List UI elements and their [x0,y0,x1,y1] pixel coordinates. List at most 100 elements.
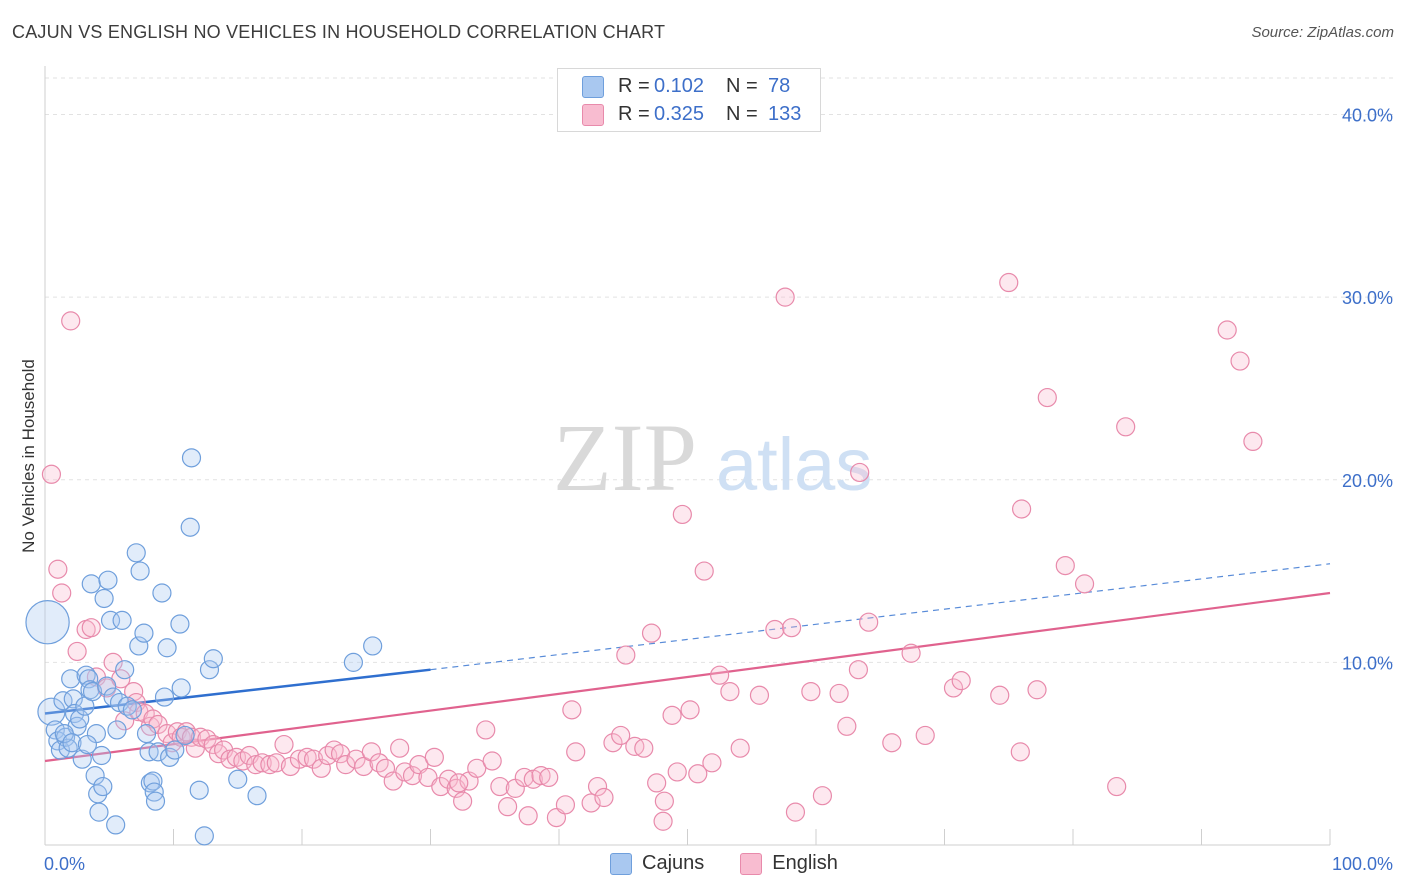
english-point [297,747,317,767]
legend-item-english[interactable]: English [740,852,838,875]
cajuns-point [25,600,70,645]
english-point [801,681,821,702]
cajuns-point [72,749,92,769]
cajuns-point [130,561,150,581]
n-label: N = [726,103,758,125]
english-point [901,643,921,663]
english-point [587,776,608,797]
english-point [1010,742,1030,762]
english-point [848,660,869,680]
english-point [41,464,62,484]
english-point [837,716,857,736]
y-tick-label: 10.0% [1342,653,1393,673]
cajuns-point [165,740,185,760]
english-point [915,725,935,746]
english-point [476,720,496,740]
cajuns-swatch [610,852,632,875]
english-point [775,287,795,307]
english-point [616,645,636,665]
chart-title: CAJUN VS ENGLISH NO VEHICLES IN HOUSEHOL… [12,22,666,42]
english-point [518,806,538,826]
n-value: 78 [768,75,791,97]
english-point [1074,574,1095,594]
english-point [850,462,870,483]
english-point [482,751,502,771]
source-label: Source: ZipAtlas.com [1251,24,1394,41]
cajuns-point [100,610,121,630]
english-point [81,618,101,638]
cajuns-point [76,665,96,685]
english-point [539,767,559,788]
cajuns-point [63,689,83,709]
english-point [490,776,510,797]
english-point [634,738,654,758]
cajuns-point [154,687,175,707]
english-point [1011,499,1032,519]
cajuns-point [122,700,142,720]
english-point [402,766,423,786]
english-point [667,762,687,782]
english-point [594,787,614,808]
cajuns-trend-extension [430,563,1331,671]
cajuns-point [199,660,220,680]
english-point [453,791,473,811]
english-point [431,776,451,797]
r-label: R = [618,103,650,125]
english-point [203,734,223,755]
english-point [467,758,487,778]
english-point [882,733,902,753]
legend-label-cajuns: Cajuns [642,852,705,874]
english-point [662,705,682,725]
english-point [765,619,785,640]
x-tick-label: 0.0% [44,854,85,874]
english-point [1037,387,1057,408]
english-point [346,749,366,769]
english-point [1230,351,1250,371]
cajuns-swatch [582,75,604,98]
english-point [566,742,586,762]
english-point [702,753,722,773]
english-point [1107,776,1127,797]
cajuns-point [363,636,383,656]
cajuns-point [228,769,248,789]
english-point [603,733,623,753]
r-label: R = [618,75,650,97]
english-point [52,583,72,603]
cajuns-point [129,636,149,656]
cajuns-point [181,448,202,468]
english-point [730,738,750,758]
cajuns-point [97,676,117,696]
english-point [555,795,576,815]
cajuns-point [85,766,105,786]
english-point [680,700,700,720]
english-point [781,618,802,638]
cajuns-point [81,574,101,594]
english-swatch [582,103,604,126]
cajuns-point [157,638,177,658]
cajuns-point [50,740,71,760]
english-point [785,802,806,822]
english-point [999,272,1019,293]
cajuns-point [247,786,267,806]
english-point [641,623,662,643]
n-value: 133 [768,103,802,125]
cajuns-point [152,583,172,603]
english-point [611,725,631,746]
watermark-atlas: atlas [716,423,872,506]
cajuns-point [112,610,132,630]
cajuns-point [180,517,200,537]
english-point [274,734,294,755]
trend-lines [44,563,1331,763]
r-value: 0.102 [654,75,705,97]
english-point [694,561,714,581]
cajuns-point [194,826,214,846]
y-tick-label: 40.0% [1342,106,1393,126]
english-point [246,755,266,775]
cajuns-point [126,543,146,563]
english-point [829,683,849,704]
cajuns-point [170,614,190,634]
cajuns-point [189,780,209,800]
english-point [562,700,582,720]
legend-item-cajuns[interactable]: Cajuns [610,852,704,875]
